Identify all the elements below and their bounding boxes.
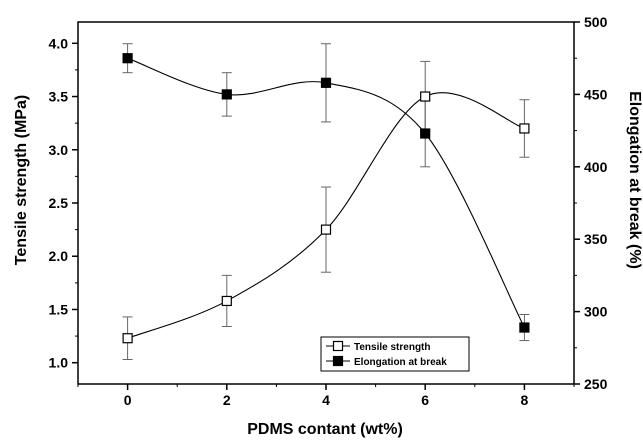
y2-tick-label: 250	[584, 376, 608, 392]
error-bars	[122, 43, 530, 361]
elongation-point	[519, 322, 530, 333]
legend-marker-tensile	[332, 340, 344, 352]
tensile-point	[420, 91, 431, 102]
y-tick-label: 3.0	[49, 142, 69, 158]
y2-tick-label: 300	[584, 304, 608, 320]
legend: Tensile strength Elongation at break	[320, 336, 470, 372]
legend-label-elongation: Elongation at break	[354, 357, 447, 368]
y2-tick-label: 450	[584, 86, 608, 102]
y-tick-label: 3.5	[49, 89, 69, 105]
legend-box	[320, 336, 470, 372]
y2-tick-label: 500	[584, 14, 608, 30]
x-tick-label: 0	[124, 392, 132, 408]
y2-tick-label: 400	[584, 159, 608, 175]
y-tick-label: 1.5	[49, 301, 69, 317]
x-tick-label: 8	[521, 392, 529, 408]
elongation-point	[320, 77, 332, 88]
axis-ticks: 0 2 4 6 8 1.0 1.5 2.0 2.5 3.0 3.5 4.0 250 300 350 400 45…	[49, 14, 608, 408]
y2-tick-label: 350	[584, 231, 608, 247]
elongation-point	[122, 53, 133, 64]
y2-axis-title: Elongation at break (%)	[626, 91, 643, 269]
y-tick-label: 2.0	[49, 248, 69, 264]
y-tick-label: 4.0	[49, 35, 69, 51]
tensile-point	[519, 123, 530, 134]
x-tick-label: 6	[421, 392, 429, 408]
legend-marker-elongation	[332, 355, 344, 367]
data-markers	[122, 53, 530, 344]
y-tick-label: 1.0	[49, 355, 69, 371]
elongation-point	[221, 89, 232, 100]
elongation-point	[420, 128, 431, 139]
legend-label-tensile: Tensile strength	[354, 342, 431, 353]
x-tick-label: 2	[223, 392, 231, 408]
tensile-point	[320, 224, 332, 235]
elongation-curve	[127, 57, 525, 328]
x-axis-title: PDMS contant (wt%)	[247, 421, 403, 438]
y-tick-label: 2.5	[49, 195, 69, 211]
tensile-point	[221, 295, 232, 307]
tensile-point	[122, 333, 133, 344]
y-axis-title: Tensile strength (MPa)	[13, 95, 30, 265]
x-tick-label: 4	[322, 392, 330, 408]
